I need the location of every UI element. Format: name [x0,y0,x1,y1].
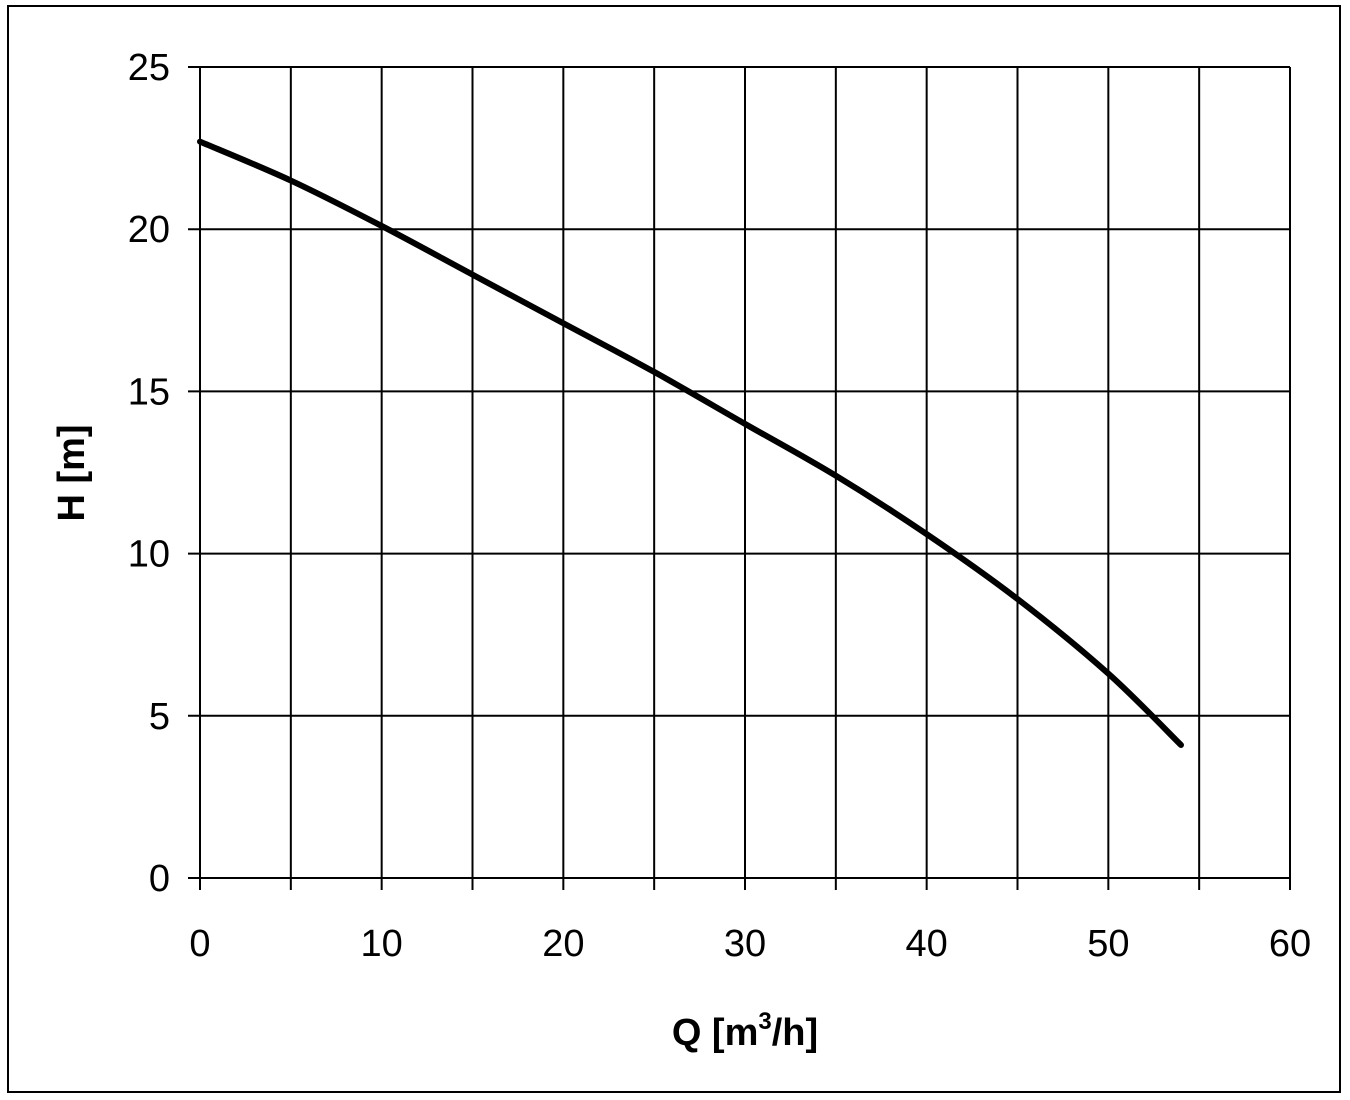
y-tick-label: 15 [128,371,170,413]
tick-labels: 0 10 20 30 40 50 60 0 5 10 15 20 25 [128,47,1311,965]
x-axis-label: Q [m3/h] [672,1008,818,1054]
y-tick-label: 20 [128,209,170,251]
x-axis-label-tail: /h] [772,1012,818,1054]
x-tick-label: 10 [361,923,403,965]
x-tick-label: 0 [189,923,210,965]
x-tick-label: 20 [542,923,584,965]
y-axis-label: H [m] [51,424,93,521]
x-axis-label-main: Q [m [672,1012,759,1054]
x-tick-label: 40 [906,923,948,965]
y-tick-label: 0 [149,858,170,900]
y-tick-label: 5 [149,696,170,738]
y-tick-label: 25 [128,47,170,89]
series-line [197,138,1184,748]
chart-frame [7,5,1341,1093]
x-axis-label-sup: 3 [758,1008,771,1035]
x-tick-label: 60 [1269,923,1311,965]
x-tick-label: 50 [1087,923,1129,965]
x-tick-label: 30 [724,923,766,965]
y-tick-label: 10 [128,534,170,576]
grid [188,66,1291,890]
series [197,138,1184,748]
